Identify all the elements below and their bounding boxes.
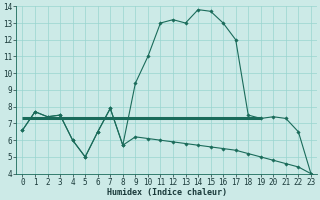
- X-axis label: Humidex (Indice chaleur): Humidex (Indice chaleur): [107, 188, 227, 197]
